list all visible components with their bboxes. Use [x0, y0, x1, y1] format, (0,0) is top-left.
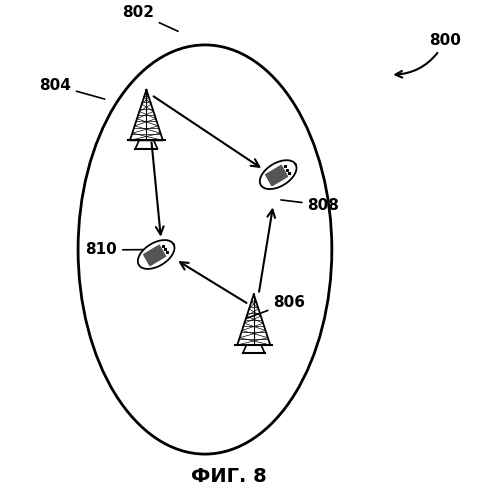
Text: 810: 810	[85, 243, 156, 257]
Polygon shape	[138, 240, 175, 269]
Text: 808: 808	[281, 198, 339, 213]
Text: 802: 802	[122, 5, 178, 31]
Text: 804: 804	[39, 78, 105, 99]
Polygon shape	[143, 245, 165, 265]
Text: 806: 806	[246, 295, 305, 318]
Text: ФИГ. 8: ФИГ. 8	[191, 467, 267, 486]
Polygon shape	[260, 160, 297, 189]
Text: 800: 800	[395, 33, 461, 78]
Polygon shape	[265, 165, 287, 186]
